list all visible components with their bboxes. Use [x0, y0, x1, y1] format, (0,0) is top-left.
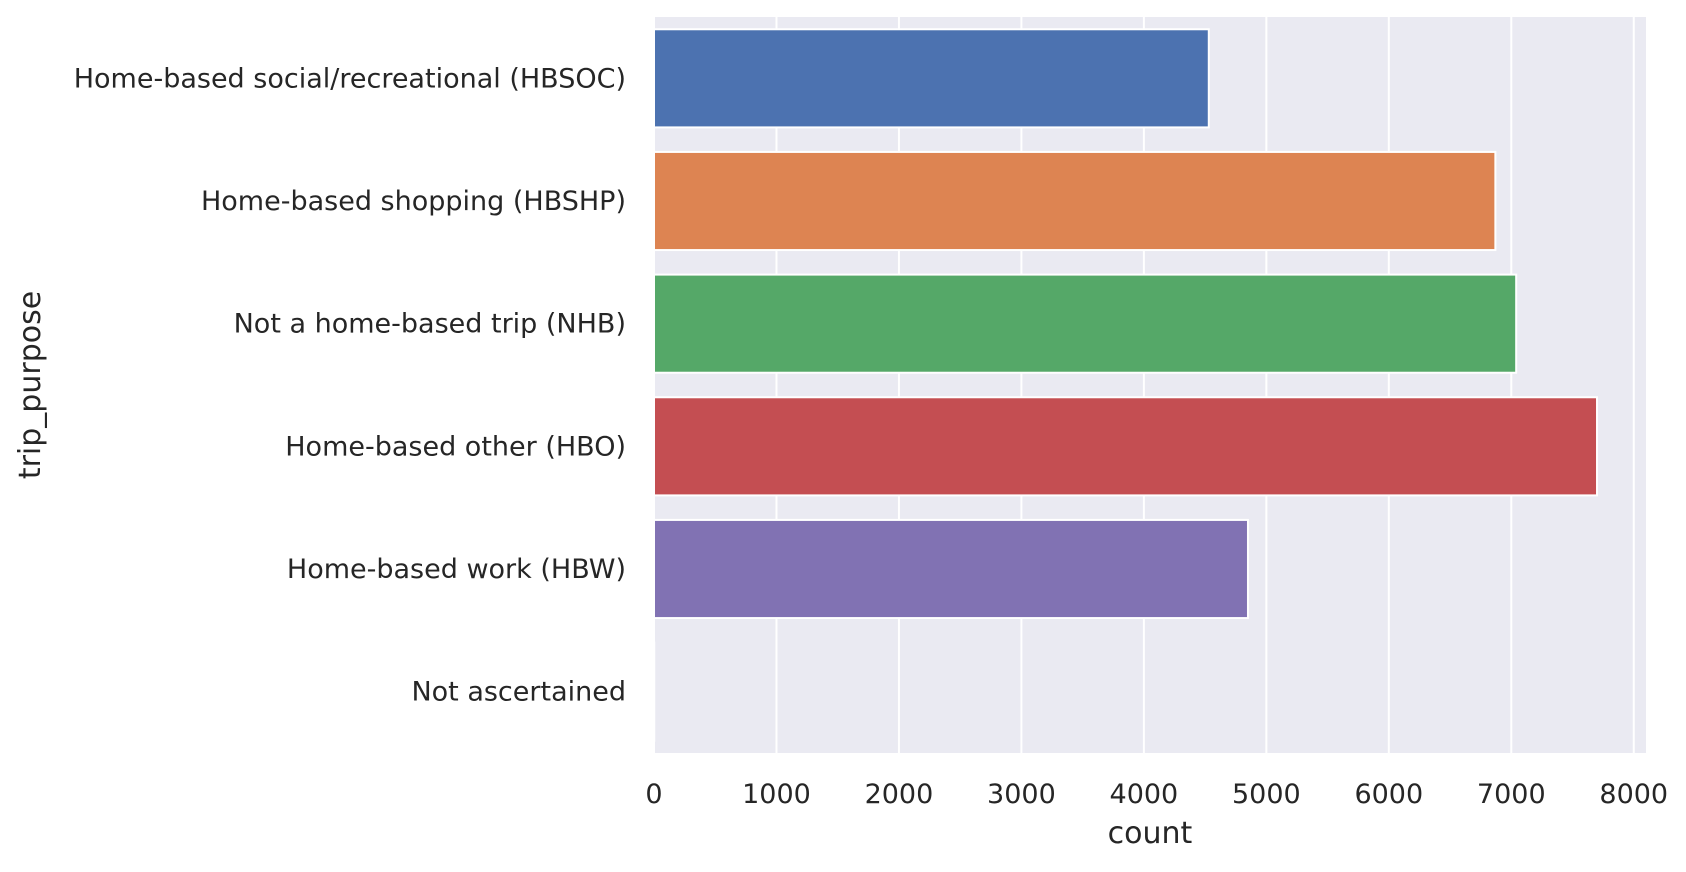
bar — [654, 152, 1495, 250]
y-tick-label: Not a home-based trip (NHB) — [234, 309, 626, 340]
bar — [654, 520, 1248, 618]
y-tick-label: Home-based work (HBW) — [287, 554, 626, 585]
y-tick-labels: Home-based social/recreational (HBSOC) Ho… — [74, 63, 626, 707]
bar — [654, 29, 1209, 127]
bar — [654, 275, 1516, 373]
y-tick-label: Home-based shopping (HBSHP) — [201, 186, 626, 217]
y-tick-label: Not ascertained — [411, 677, 626, 708]
x-tick-label: 2000 — [865, 779, 934, 810]
x-tick-label: 7000 — [1477, 779, 1546, 810]
x-tick-label: 1000 — [742, 779, 811, 810]
x-tick-label: 6000 — [1354, 779, 1423, 810]
x-tick-labels: 0 1000 2000 3000 4000 5000 6000 7000 8000 — [645, 779, 1668, 810]
x-tick-label: 5000 — [1232, 779, 1301, 810]
x-axis-label: count — [1108, 816, 1193, 851]
x-tick-label: 0 — [645, 779, 662, 810]
x-tick-label: 8000 — [1599, 779, 1668, 810]
y-tick-label: Home-based other (HBO) — [285, 431, 626, 462]
x-tick-label: 4000 — [1110, 779, 1179, 810]
bar — [654, 397, 1597, 495]
y-tick-label: Home-based social/recreational (HBSOC) — [74, 63, 626, 94]
y-axis-label: trip_purpose — [13, 291, 48, 479]
x-tick-label: 3000 — [987, 779, 1056, 810]
